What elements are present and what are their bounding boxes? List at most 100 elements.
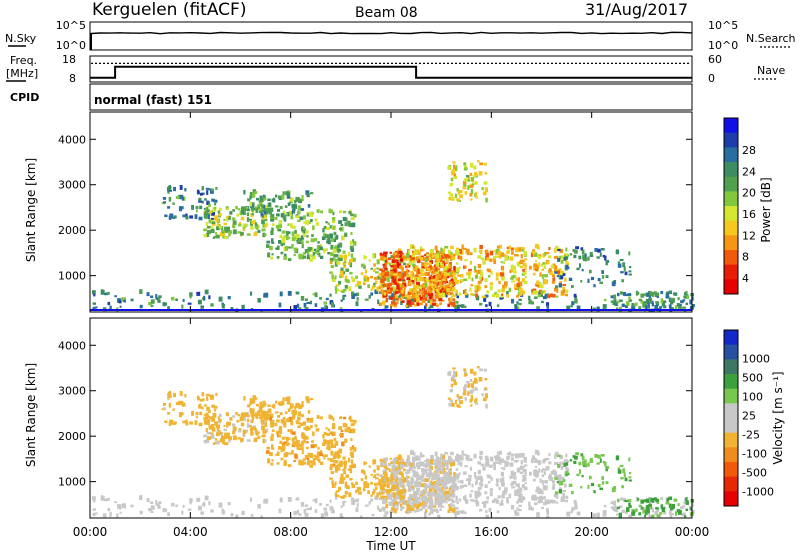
power-cell [456,247,460,250]
power-cell [480,257,485,260]
power-cell [379,268,383,271]
velocity-cell [677,511,682,515]
power-cell [506,294,510,298]
velocity-cell [347,429,351,433]
velocity-cell [395,486,399,488]
power-cell [218,296,223,302]
colorbar-tick-label: 28 [742,144,756,157]
velocity-cell [406,483,411,486]
freq-label-line2: [MHz] [6,67,38,80]
power-cell [278,219,283,225]
power-cell [330,257,334,260]
velocity-cell [116,513,119,518]
velocity-cell [218,502,223,508]
power-cell [563,253,568,256]
velocity-cell [558,489,563,494]
power-cell [546,261,549,264]
power-cell [267,198,271,201]
power-cell [642,303,646,308]
velocity-cell [564,499,568,503]
velocity-cell [299,460,304,466]
velocity-cell [651,514,655,518]
velocity-cell [546,499,550,503]
velocity-cell [350,423,355,427]
velocity-cell [449,388,453,393]
velocity-cell [168,402,172,408]
power-cell [383,259,386,262]
velocity-cell [497,457,501,462]
power-cell [290,223,293,228]
power-cell [173,186,176,192]
power-cell [260,212,264,217]
velocity-cell [495,499,500,504]
velocity-cell [155,503,160,506]
power-cell [416,271,418,276]
velocity-cell [221,439,226,442]
velocity-cell [640,507,644,510]
velocity-cell [206,431,211,435]
velocity-cell [185,419,188,423]
power-cell [259,195,263,201]
power-cell [262,232,266,238]
power-cell [287,246,292,249]
velocity-cell [370,481,373,485]
colorbar-frame [723,329,739,507]
velocity-cell [610,501,614,505]
power-cell [438,289,443,294]
power-cell [599,281,603,284]
power-cell [544,274,548,278]
velocity-cell [456,404,460,407]
power-cell [263,197,266,201]
velocity-cell [589,475,592,480]
velocity-cell [276,419,280,423]
velocity-cell [620,477,624,480]
power-cell [195,205,199,210]
power-cell [612,300,616,306]
power-cell [504,281,508,287]
velocity-cell [396,490,400,496]
power-cell [413,304,417,307]
power-cell [342,216,347,222]
velocity-cell [326,447,330,450]
velocity-cell [554,471,558,477]
velocity-cell [342,495,347,498]
power-cell [455,250,460,256]
velocity-cell [445,499,448,504]
power-cell [478,276,482,280]
velocity-cell [656,500,659,504]
power-cell [571,285,574,289]
power-cell [155,297,160,300]
power-cell [614,299,617,305]
velocity-cell [446,476,450,481]
velocity-cell [278,446,281,450]
velocity-cell [437,473,441,477]
velocity-cell [249,497,253,502]
power-cell [119,305,122,308]
velocity-cell [294,453,298,459]
power-cell [486,257,490,261]
velocity-cell [411,498,415,501]
power-cell [303,221,307,224]
velocity-cell [333,460,338,464]
power-cell [189,293,192,299]
power-cell [274,205,279,208]
velocity-cell [410,507,415,511]
velocity-cell [266,414,270,419]
power-cell [327,252,331,255]
velocity-cell [405,459,410,464]
velocity-cell [435,468,440,473]
velocity-cell [668,503,672,508]
power-cell [474,171,478,176]
velocity-cell [519,497,523,502]
power-cell [456,295,459,299]
velocity-cell [420,490,424,494]
velocity-cell [492,499,495,503]
velocity-cell [342,501,345,507]
power-cell [185,213,188,217]
power-cell [429,260,433,264]
velocity-cell [311,440,314,443]
power-cell [590,276,595,281]
velocity-cell [393,470,398,475]
power-cell [644,293,647,297]
velocity-cell [263,420,267,425]
